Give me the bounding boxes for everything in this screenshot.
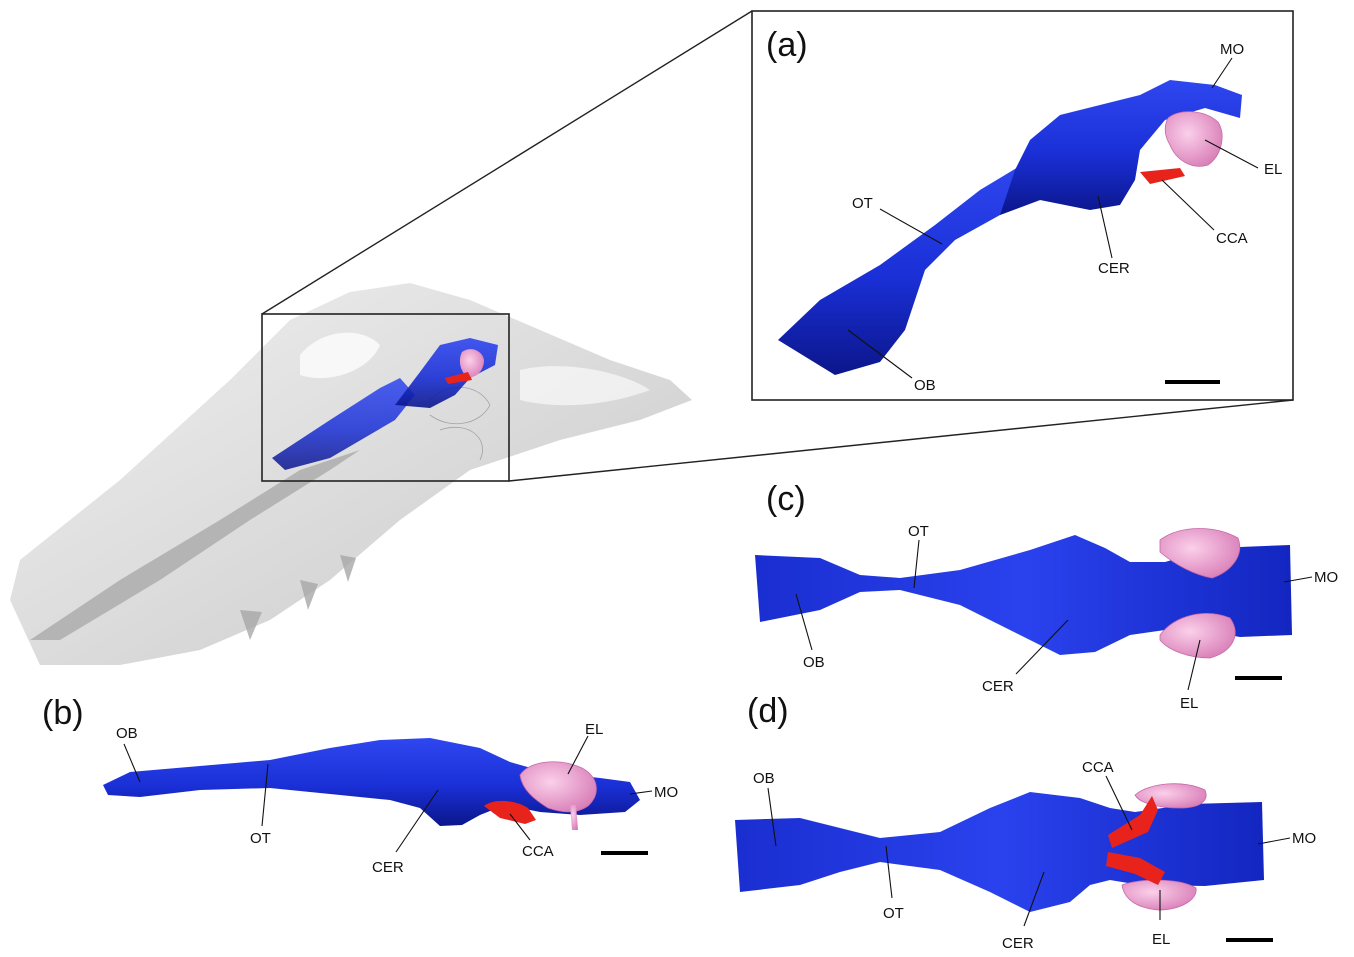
leader-a-el [1204,139,1259,169]
leader-b-mo [629,790,653,795]
leader-c-ot [913,539,920,589]
leader-c-mo [1283,576,1313,583]
label-c-cer: CER [982,678,1014,695]
label-d-el: EL [1152,931,1170,948]
carotid-d-upper [1108,796,1158,848]
label-b-cca: CCA [522,843,554,860]
leader-c-el [1187,639,1201,691]
skull-teeth [240,555,356,640]
leader-a-cca [1161,179,1215,231]
leader-d-ot [885,845,893,899]
leader-a-ot [879,208,943,245]
label-b-ot: OT [250,830,271,847]
label-d-ob: OB [753,770,775,787]
endolymph-c-lower [1159,613,1236,659]
label-d-mo: MO [1292,830,1316,847]
label-b-mo: MO [654,784,678,801]
panel-d: (d) CCA OB MO OT CER EL [735,692,1316,952]
endolymph-b [519,761,597,813]
leader-b-cer [395,789,439,853]
leader-d-cer [1023,871,1045,927]
leader-d-cca [1105,775,1133,831]
brain-a-olfactory [778,160,1040,375]
leader-d-mo [1257,837,1291,845]
label-a-ot: OT [852,195,873,212]
label-a-el: EL [1264,161,1282,178]
leader-b-ob [123,743,141,783]
carotid-d-lower [1106,852,1165,885]
leader-b-el [567,735,589,775]
leader-c-cer [1015,619,1069,675]
skull-carotid [445,372,472,384]
endolymph-d-upper [1134,783,1207,809]
leader-c-ob [795,593,813,651]
panel-a-frame [751,10,1294,401]
panel-a: (a) MO EL OT CCA CER OB [751,10,1294,401]
label-a-cer: CER [1098,260,1130,277]
label-c-ob: OB [803,654,825,671]
label-a-mo: MO [1220,41,1244,58]
endolymph-d-lower [1121,879,1197,911]
zoom-line-top [261,10,753,315]
brain-c [755,535,1292,655]
leader-b-ot [261,763,269,827]
skull-fenestra [520,366,650,406]
panel-c-letter: (c) [766,480,806,518]
skull-render [10,283,692,665]
label-b-ob: OB [116,725,138,742]
panel-b: (b) OB EL MO OT CER CCA [42,694,678,876]
label-a-ob: OB [914,377,936,394]
label-b-el: EL [585,721,603,738]
panel-c: (c) OT MO OB CER EL [755,480,1338,712]
label-b-cer: CER [372,859,404,876]
label-c-el: EL [1180,695,1198,712]
panel-a-letter: (a) [766,26,808,64]
skull-dark-ridge [30,450,360,640]
label-d-cer: CER [1002,935,1034,952]
skull-orbit [300,332,380,379]
carotid-a [1140,168,1185,184]
leader-a-cer [1097,195,1113,259]
endolymph-a [1164,111,1223,167]
skull-brain-olfactory [272,378,415,470]
zoom-box [261,313,510,482]
label-c-mo: MO [1314,569,1338,586]
panel-b-letter: (b) [42,694,84,732]
leader-a-mo [1211,57,1233,89]
label-d-cca: CCA [1082,759,1114,776]
endolymph-c-upper [1159,528,1241,579]
leader-d-ob [767,787,777,847]
panel-d-letter: (d) [747,692,789,730]
leader-a-ob [847,329,913,379]
label-d-ot: OT [883,905,904,922]
leader-b-cca [509,813,531,841]
skull-endolymph [459,349,484,378]
endolymph-b-tail [570,805,578,830]
label-c-ot: OT [908,523,929,540]
carotid-b [484,800,536,824]
label-a-cca: CCA [1216,230,1248,247]
zoom-line-bottom [508,399,1294,482]
